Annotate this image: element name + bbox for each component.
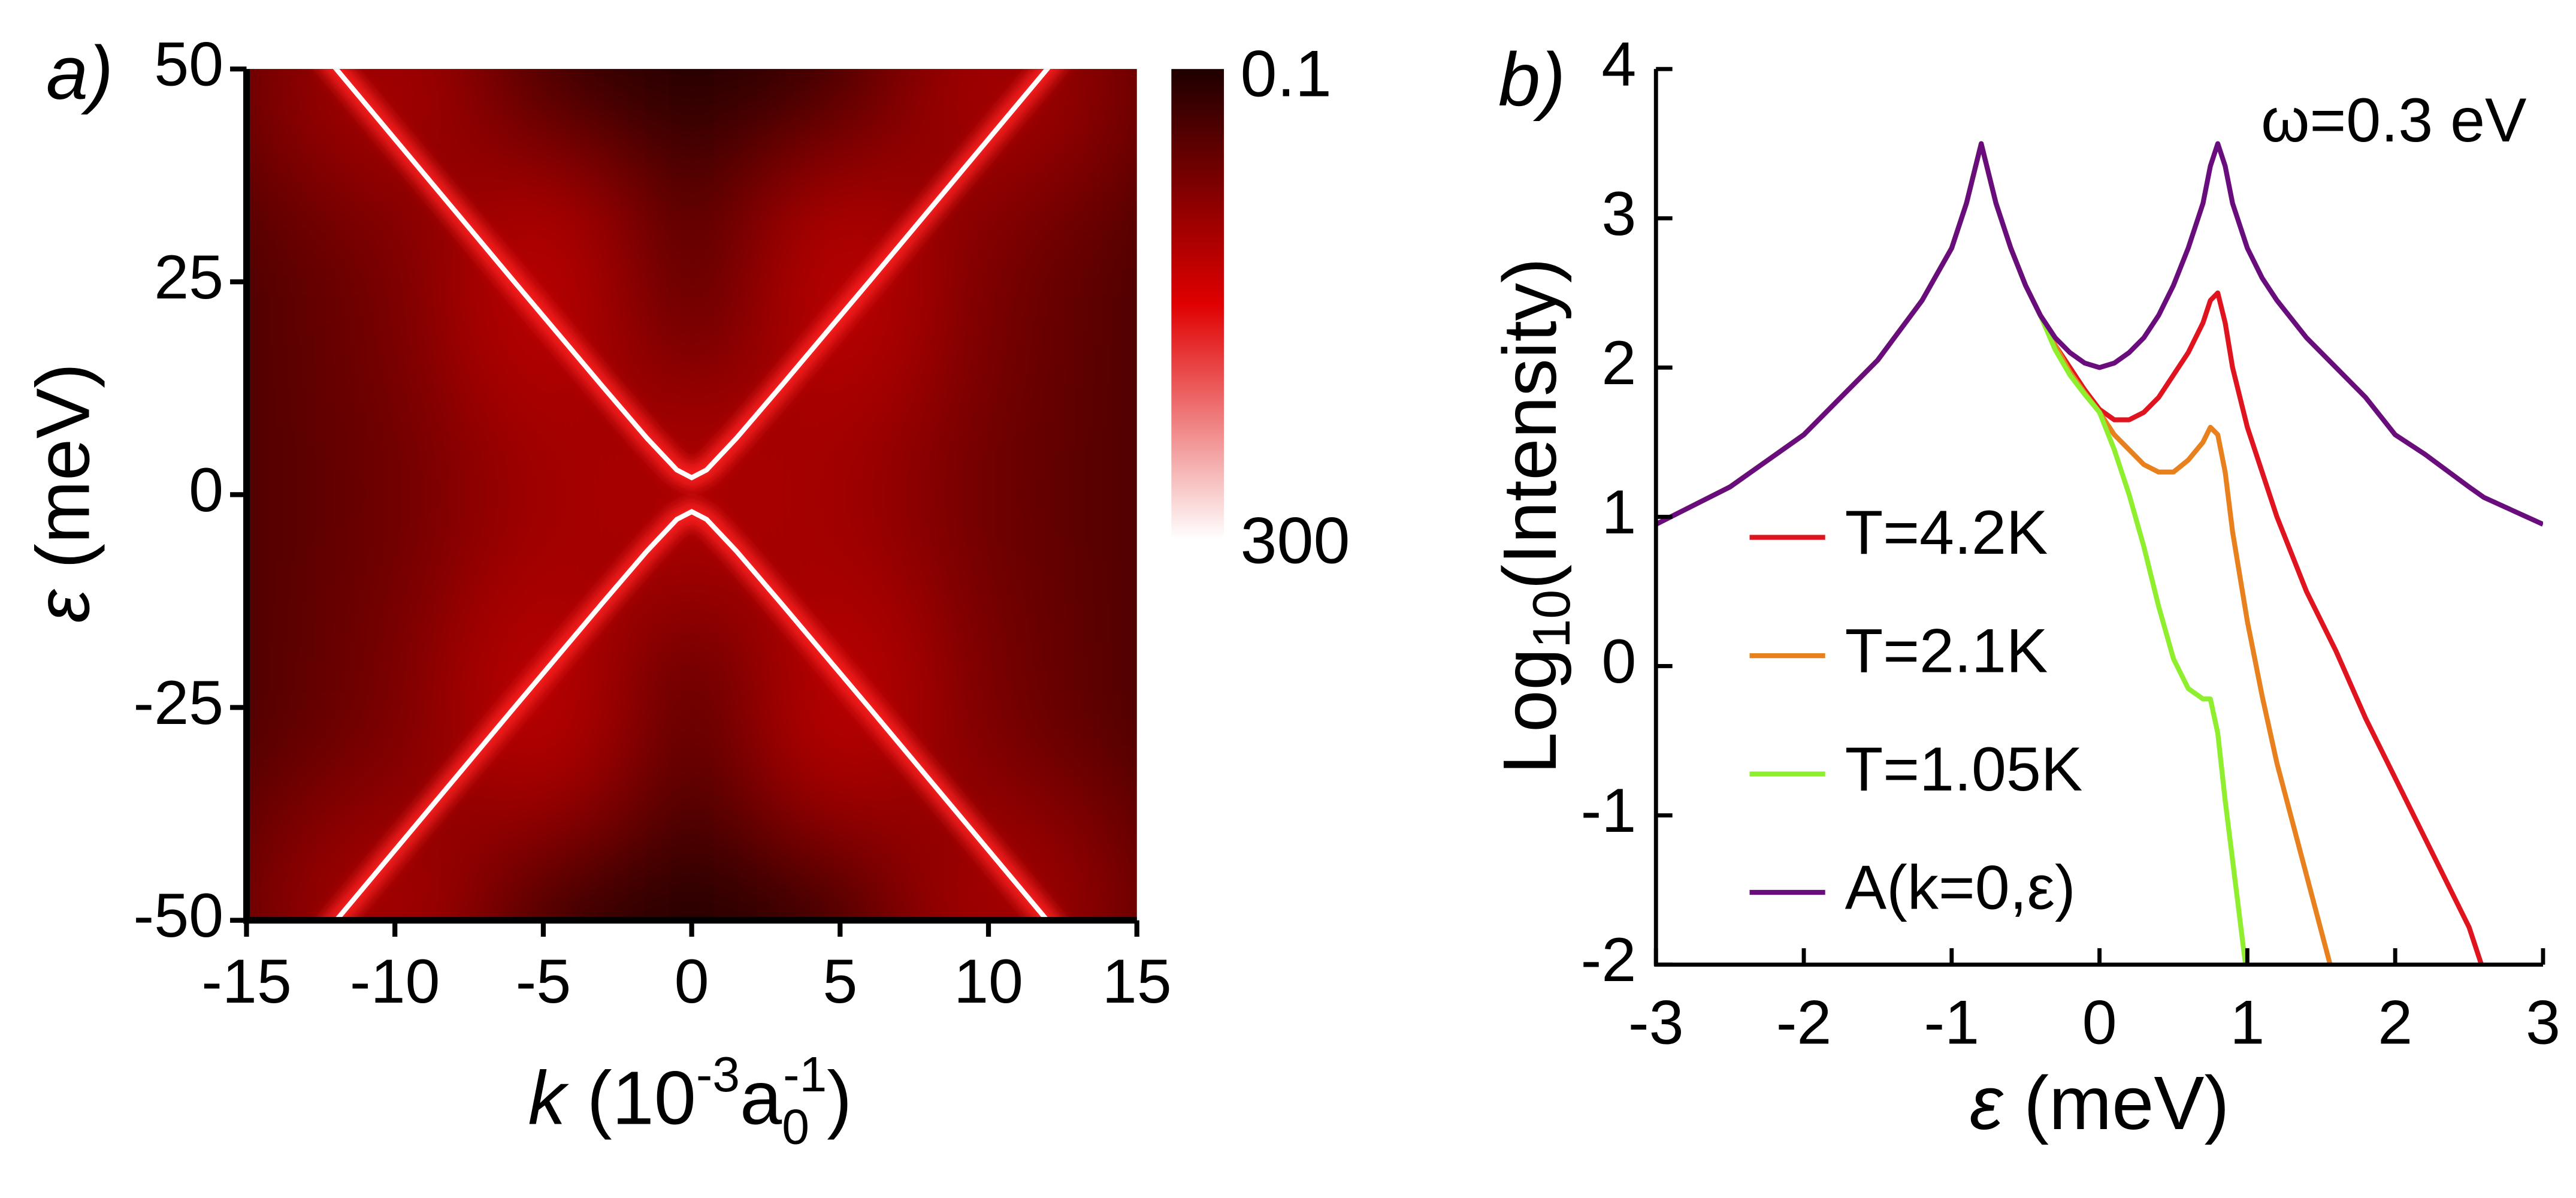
x-axis-label-part: (10 [566,1056,696,1140]
legend-label: T=1.05K [1845,735,2083,804]
x-axis-label: k (10-3a0-1) [528,1048,852,1155]
heatmap-cell [321,388,470,601]
heatmap-cell [766,69,915,176]
plot-area [246,69,1137,921]
x-tick-label: -15 [201,947,292,1016]
y-tick-label: -2 [1581,925,1637,995]
heatmap-cell [469,814,618,921]
y-axis-label-part: 10 [1522,590,1581,648]
y-tick-label: 1 [1601,478,1636,547]
annotation: ω=0.3 eV [2261,86,2527,155]
y-tick-label: 2 [1601,328,1636,398]
heatmap-cell [246,814,321,921]
heatmap-cell [914,388,1063,601]
x-axis-label: ε (meV) [1970,1061,2230,1145]
colorbar-label: 300 [1240,504,1350,577]
y-tick-label: -25 [134,668,224,738]
y-tick-label: 0 [189,455,223,525]
y-axis-label: Log10(Intensity) [1487,258,1581,774]
y-tick-label: 4 [1601,30,1636,99]
heatmap-cell [617,600,766,814]
heatmap-cell [246,388,321,601]
y-axis-label-part: (Intensity) [1487,258,1572,590]
heatmap-cell [617,69,766,176]
y-tick-label: 3 [1601,179,1636,249]
legend-label: T=2.1K [1845,617,2048,686]
x-tick-label: -10 [350,947,440,1016]
x-tick-label: 15 [1102,947,1172,1016]
y-axis-label: ε (meV) [21,363,105,623]
x-tick-label: 3 [2526,988,2560,1057]
x-axis-label-part: (meV) [2003,1061,2229,1145]
heatmap-cell [1062,175,1137,388]
heatmap-cell [246,600,321,814]
ridge-line [332,69,1051,481]
x-axis-label-part: k [528,1056,570,1140]
x-tick-label: -5 [516,947,572,1016]
heatmap-cell [246,69,321,176]
series-line [1656,141,2484,965]
x-axis-label-part: ) [827,1056,852,1140]
plot-area [1656,141,2543,965]
colorbar [1171,69,1224,539]
y-axis-label-part: (meV) [21,363,105,590]
legend-label: A(k=0,ε) [1845,853,2076,922]
x-tick-label: 5 [823,947,857,1016]
heatmap-cell [766,175,915,388]
heatmap-cell [246,175,321,388]
panel-label: a) [46,31,113,115]
x-axis-label-part: 0 [782,1100,809,1154]
legend-label: T=4.2K [1845,498,2048,568]
y-tick-label: -1 [1581,776,1637,846]
x-tick-label: 2 [2378,988,2412,1057]
x-tick-label: 10 [954,947,1023,1016]
heatmap-cell [1062,814,1137,921]
heatmap-cell [617,175,766,388]
y-tick-label: 25 [154,243,223,312]
x-axis-label-part: -3 [696,1048,740,1102]
x-tick-label: 0 [2082,988,2117,1057]
heatmap-cell [766,388,915,601]
heatmap-cell [1062,69,1137,176]
heatmap-cell [1062,388,1137,601]
heatmap-cell [617,814,766,921]
x-tick-label: -1 [1924,988,1979,1057]
x-tick-label: 1 [2230,988,2264,1057]
x-tick-label: -3 [1628,988,1684,1057]
heatmap-cell [469,388,618,601]
x-axis-label-part: ε [1970,1061,2004,1145]
heatmap-cell [469,69,618,176]
heatmap-cell [766,600,915,814]
panel-label: b) [1498,37,1565,122]
heatmap-cells [246,69,1137,921]
heatmap-cell [469,600,618,814]
heatmap-cell [766,814,915,921]
x-tick-label: 0 [675,947,709,1016]
y-axis-label-part: Log [1487,648,1572,774]
ridge-line [332,509,1051,921]
colorbar-label: 0.1 [1240,38,1331,111]
heatmap-cell [469,175,618,388]
y-tick-label: 50 [154,30,223,99]
y-tick-label: -50 [134,881,224,950]
heatmap-cell [1062,600,1137,814]
x-axis-label-part: a [740,1056,782,1140]
y-tick-label: 0 [1601,627,1636,696]
x-tick-label: -2 [1776,988,1832,1057]
series-line [1656,141,2543,527]
y-axis-label-part: ε [21,589,105,623]
x-axis-label-part: -1 [783,1048,827,1102]
